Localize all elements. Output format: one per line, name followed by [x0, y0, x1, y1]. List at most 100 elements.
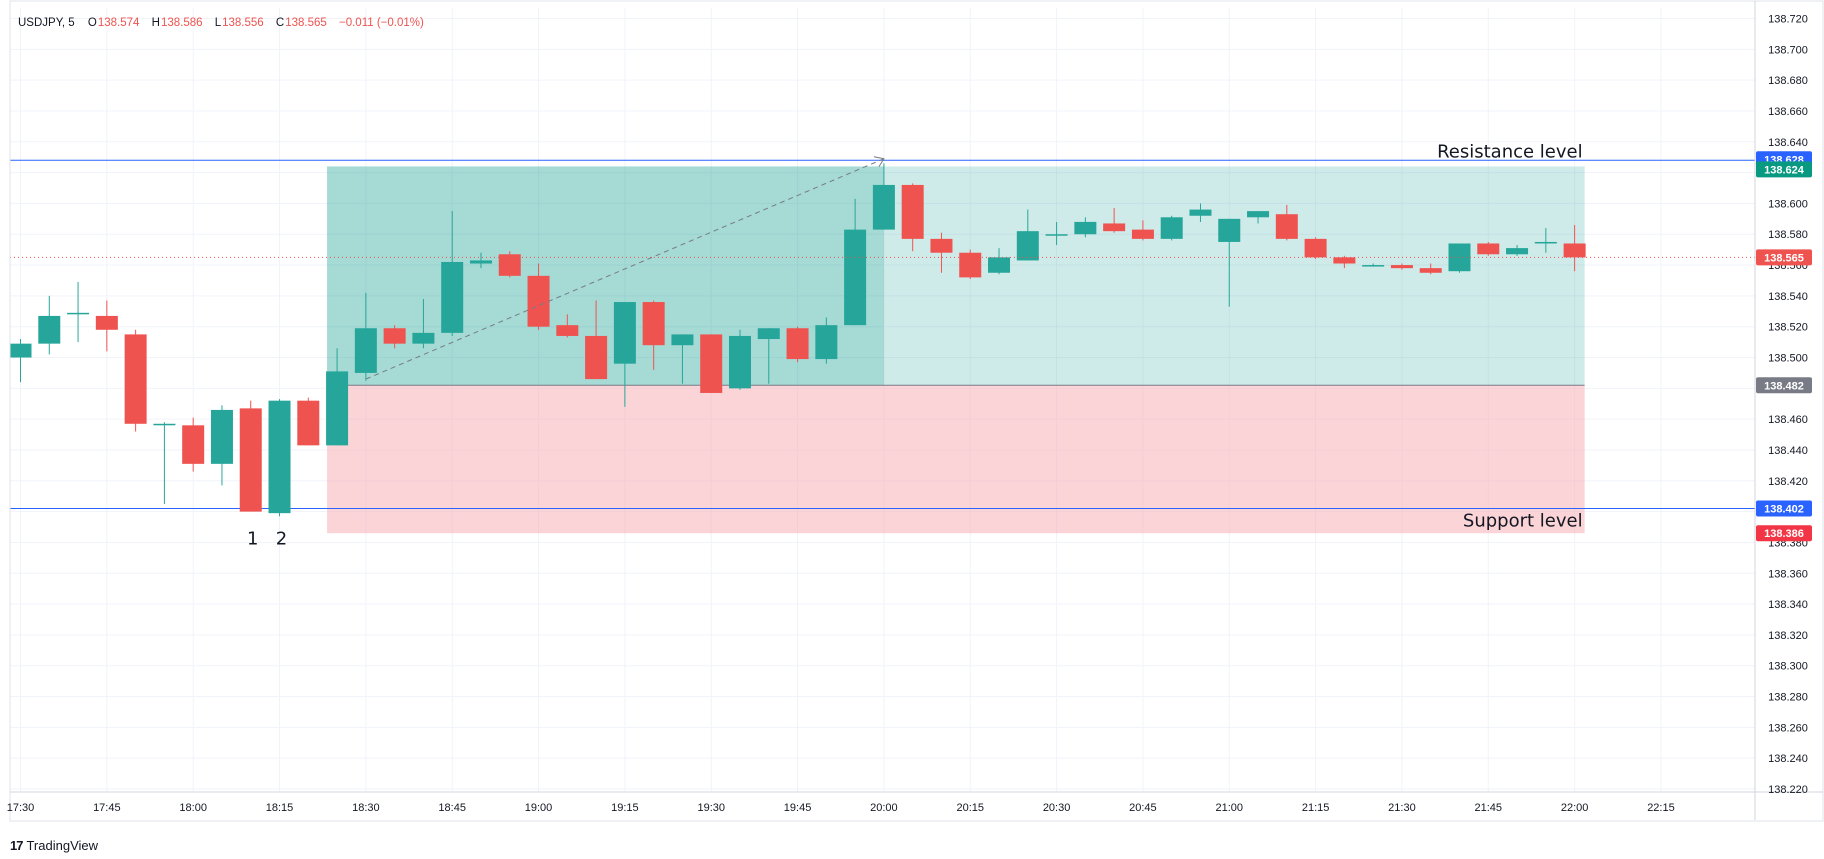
- y-tick-label: 138.240: [1768, 753, 1808, 765]
- candle-body: [1189, 209, 1212, 216]
- candle-20:10: [930, 232, 953, 273]
- candle-body: [498, 254, 521, 276]
- x-tick-label: 21:30: [1388, 802, 1416, 814]
- candle-body: [844, 229, 867, 326]
- candle-19:00: [527, 263, 550, 330]
- candle-body: [1534, 241, 1557, 244]
- entry-price-tag-text: 138.482: [1764, 380, 1804, 392]
- x-tick-label: 21:15: [1302, 802, 1330, 814]
- x-tick-label: 18:00: [179, 802, 207, 814]
- x-tick-label: 22:00: [1561, 802, 1589, 814]
- candle-body: [326, 371, 349, 446]
- current-price-tag: 138.565: [1756, 249, 1812, 266]
- x-tick-label: 18:15: [266, 802, 294, 814]
- candle-body: [1160, 217, 1183, 239]
- x-tick-label: 21:00: [1215, 802, 1243, 814]
- candle-18:15: [268, 399, 291, 517]
- y-tick-label: 138.320: [1768, 630, 1808, 642]
- change-value: −0.011 (−0.01%): [339, 17, 424, 29]
- candle-18:30: [354, 292, 377, 381]
- candle-body: [901, 184, 924, 239]
- target-price-tag-bg: [1756, 161, 1812, 178]
- candle-21:25: [1362, 263, 1385, 267]
- candle-body: [441, 261, 464, 333]
- high-label: H: [151, 17, 160, 29]
- candle-20:05: [901, 183, 924, 252]
- x-tick-label: 18:30: [352, 802, 380, 814]
- candle-20:45: [1131, 220, 1154, 241]
- x-tick-label: 19:45: [784, 802, 812, 814]
- symbol-label[interactable]: USDJPY, 5: [18, 17, 75, 29]
- candle-body: [757, 328, 780, 340]
- stop-price-tag: 138.386: [1756, 525, 1812, 542]
- candle-21:50: [1506, 245, 1529, 256]
- x-tick-label: 19:15: [611, 802, 639, 814]
- candle-body: [1131, 229, 1154, 239]
- y-tick-label: 138.680: [1768, 75, 1808, 87]
- candle-body: [67, 312, 90, 315]
- x-tick-label: 17:45: [93, 802, 121, 814]
- candle-body: [95, 315, 118, 330]
- candle-body: [1304, 238, 1327, 258]
- candle-21:10: [1275, 204, 1298, 241]
- x-tick-label: 17:30: [7, 802, 35, 814]
- candle-body: [815, 325, 838, 360]
- candle-21:45: [1477, 241, 1500, 256]
- trend-arrow-head-icon: [873, 156, 885, 167]
- x-tick-label: 20:15: [956, 802, 984, 814]
- candle-19:05: [556, 314, 579, 338]
- candle-20:25: [1016, 209, 1039, 261]
- candle-body: [1016, 231, 1039, 261]
- candle-20:20: [988, 248, 1011, 275]
- candle-body: [1247, 211, 1270, 218]
- candle-body: [1275, 214, 1298, 239]
- y-tick-label: 138.540: [1768, 291, 1808, 303]
- candle-body: [1103, 223, 1126, 232]
- support-price-tag-text: 138.402: [1764, 504, 1804, 516]
- current-price-tag-bg: [1756, 249, 1812, 266]
- candle-body: [9, 343, 32, 358]
- candle-20:15: [959, 249, 982, 279]
- candle-body: [210, 409, 233, 464]
- x-tick-label: 20:00: [870, 802, 898, 814]
- candle-22:00: [1563, 224, 1586, 272]
- low-label: L: [214, 17, 222, 29]
- candle-body: [1448, 243, 1471, 272]
- candle-21:00: [1218, 218, 1241, 307]
- candle-19:20: [642, 300, 665, 370]
- candle-19:45: [786, 326, 809, 363]
- candle-body: [988, 257, 1011, 273]
- candle-body: [412, 332, 435, 344]
- y-tick-label: 138.220: [1768, 784, 1808, 796]
- candle-20:00: [872, 163, 895, 230]
- candle-body: [182, 425, 205, 464]
- open-value: 138.574: [97, 17, 140, 29]
- candle-19:30: [700, 334, 723, 393]
- tradingview-footer[interactable]: 17 TradingView: [10, 838, 98, 853]
- candle-19:15: [613, 302, 636, 407]
- support-price-tag: 138.402: [1756, 500, 1812, 517]
- support-price-tag-bg: [1756, 500, 1812, 517]
- y-tick-label: 138.360: [1768, 568, 1808, 580]
- candle-body: [297, 400, 320, 446]
- candle-20:40: [1103, 208, 1126, 233]
- candle-body: [383, 328, 406, 344]
- y-tick-label: 138.460: [1768, 414, 1808, 426]
- y-tick-label: 138.280: [1768, 692, 1808, 704]
- candle-18:20: [297, 397, 320, 446]
- y-tick-label: 138.720: [1768, 14, 1808, 26]
- y-tick-label: 138.520: [1768, 322, 1808, 334]
- candle-17:55: [153, 422, 176, 504]
- candle-17:30: [9, 339, 32, 383]
- candle-17:50: [124, 329, 147, 432]
- chart-frame: [9, 0, 1824, 822]
- candle-17:40: [67, 282, 90, 343]
- level-label-1: Support level: [1463, 511, 1583, 532]
- candle-body: [268, 400, 291, 514]
- candle-body: [556, 325, 579, 336]
- candle-body: [469, 260, 492, 264]
- candle-19:55: [844, 198, 867, 326]
- x-tick-label: 20:30: [1043, 802, 1071, 814]
